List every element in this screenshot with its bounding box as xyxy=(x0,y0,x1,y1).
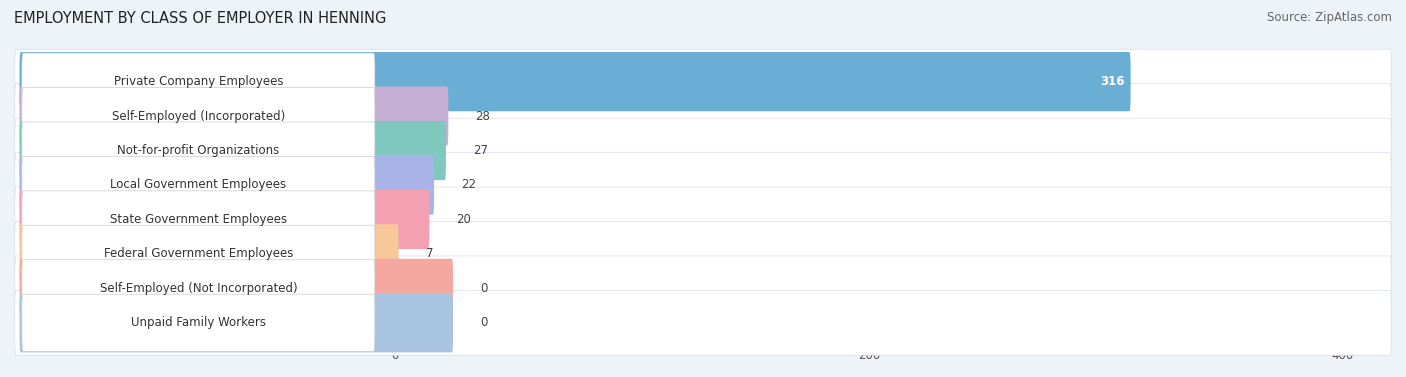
Text: Self-Employed (Not Incorporated): Self-Employed (Not Incorporated) xyxy=(100,282,297,295)
FancyBboxPatch shape xyxy=(22,122,375,179)
FancyBboxPatch shape xyxy=(20,190,429,249)
Text: 7: 7 xyxy=(426,247,433,261)
FancyBboxPatch shape xyxy=(22,294,375,351)
FancyBboxPatch shape xyxy=(14,118,1392,183)
Text: 0: 0 xyxy=(481,282,488,295)
FancyBboxPatch shape xyxy=(22,156,375,214)
Text: Source: ZipAtlas.com: Source: ZipAtlas.com xyxy=(1267,11,1392,24)
FancyBboxPatch shape xyxy=(14,153,1392,218)
Text: Not-for-profit Organizations: Not-for-profit Organizations xyxy=(117,144,280,157)
FancyBboxPatch shape xyxy=(20,52,1130,111)
FancyBboxPatch shape xyxy=(22,225,375,282)
Text: Unpaid Family Workers: Unpaid Family Workers xyxy=(131,316,266,329)
FancyBboxPatch shape xyxy=(22,191,375,248)
FancyBboxPatch shape xyxy=(20,259,453,318)
Text: State Government Employees: State Government Employees xyxy=(110,213,287,226)
FancyBboxPatch shape xyxy=(22,53,375,110)
FancyBboxPatch shape xyxy=(14,49,1392,114)
FancyBboxPatch shape xyxy=(22,87,375,145)
FancyBboxPatch shape xyxy=(14,84,1392,149)
Text: 28: 28 xyxy=(475,110,491,123)
Text: 22: 22 xyxy=(461,178,477,192)
Text: Federal Government Employees: Federal Government Employees xyxy=(104,247,292,261)
FancyBboxPatch shape xyxy=(20,86,449,146)
Text: 27: 27 xyxy=(474,144,488,157)
Text: Private Company Employees: Private Company Employees xyxy=(114,75,283,88)
Text: 20: 20 xyxy=(457,213,471,226)
Text: Local Government Employees: Local Government Employees xyxy=(110,178,287,192)
FancyBboxPatch shape xyxy=(20,121,446,180)
Text: 0: 0 xyxy=(481,316,488,329)
Text: Self-Employed (Incorporated): Self-Employed (Incorporated) xyxy=(111,110,285,123)
FancyBboxPatch shape xyxy=(14,222,1392,286)
FancyBboxPatch shape xyxy=(14,290,1392,355)
FancyBboxPatch shape xyxy=(14,256,1392,321)
FancyBboxPatch shape xyxy=(20,293,453,352)
FancyBboxPatch shape xyxy=(20,224,398,284)
FancyBboxPatch shape xyxy=(14,187,1392,252)
Text: EMPLOYMENT BY CLASS OF EMPLOYER IN HENNING: EMPLOYMENT BY CLASS OF EMPLOYER IN HENNI… xyxy=(14,11,387,26)
FancyBboxPatch shape xyxy=(20,155,434,215)
Text: 316: 316 xyxy=(1101,75,1125,88)
FancyBboxPatch shape xyxy=(22,260,375,317)
